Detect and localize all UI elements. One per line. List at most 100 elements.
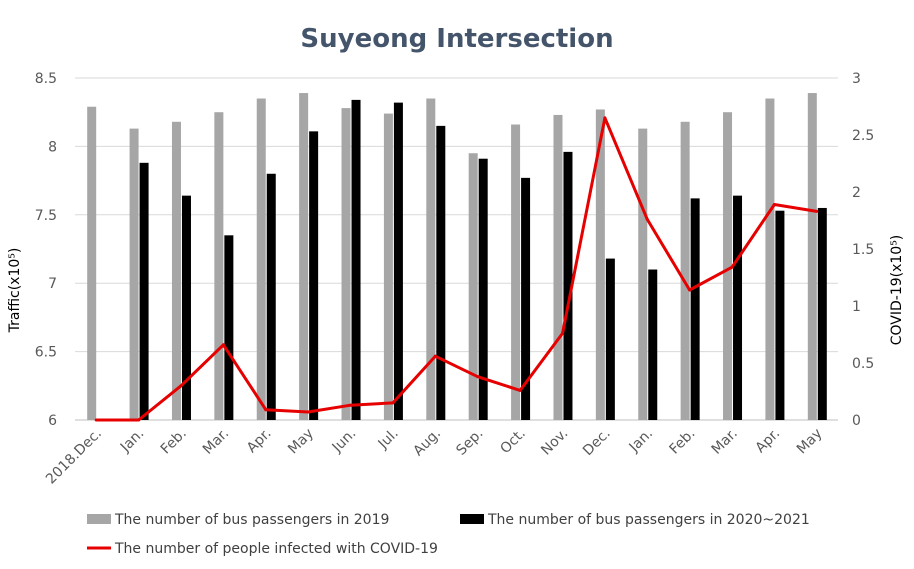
right-axis-ticks: 0 0.5 1 1.5 2 2.5 3 [852,71,874,429]
bar-2019 [511,124,521,421]
y-right-tick-label: 1.5 [852,242,874,258]
x-tick-label: Feb. [158,426,190,458]
y-right-tick-label: 0 [852,413,861,429]
y-left-tick-label: 8.5 [35,71,57,87]
bar-2019 [807,93,817,420]
y-right-tick-label: 1 [852,299,861,315]
bar-2020-2021 [393,102,403,421]
x-tick-label: Jul. [375,426,402,453]
x-tick-label: Aug. [410,426,444,460]
chart-title: Suyeong Intersection [300,24,613,54]
covid-point [688,288,692,292]
bar-2019 [723,112,733,420]
bar-2019 [171,121,181,420]
bar-2019 [595,109,605,421]
bar-2019 [129,128,139,420]
covid-point [221,343,225,347]
legend-swatch-2019 [87,514,111,524]
bar-2020-2021 [563,151,573,420]
y-left-tick-label: 8 [48,139,57,155]
covid-point [730,265,734,269]
bar-2020-2021 [648,269,658,420]
covid-point [645,217,649,221]
x-tick-label: Oct. [497,426,529,458]
bar-2020-2021 [224,235,234,420]
bars [87,93,827,421]
covid-point [349,403,353,407]
legend-label-covid: The number of people infected with COVID… [114,541,438,557]
bar-2020-2021 [139,162,149,421]
covid-point [433,354,437,358]
x-tick-label: May [285,426,317,458]
y-left-tick-label: 6 [48,413,57,429]
x-tick-label: Jan. [626,426,656,456]
bar-2019 [553,114,563,420]
bar-2019 [638,128,648,420]
bar-2020-2021 [478,158,488,420]
bar-2020-2021 [817,207,827,420]
x-tick-label: Jan. [117,426,147,456]
bar-2020-2021 [605,258,615,420]
bar-2019 [765,98,775,421]
covid-point [518,388,522,392]
covid-point [560,331,564,335]
y-right-tick-label: 2.5 [852,128,874,144]
bar-2019 [299,93,309,420]
x-tick-label: Sep. [453,426,486,459]
y-right-axis-label: COVID-19(x10⁵) [889,235,905,346]
bar-2020-2021 [775,210,785,420]
y-right-tick-label: 2 [852,185,861,201]
bar-2020-2021 [733,195,743,420]
x-tick-label: Mar. [200,426,232,458]
covid-line [94,116,819,422]
bar-2020-2021 [181,195,191,420]
gridlines [75,77,838,421]
bar-2019 [256,98,266,421]
bar-2019 [341,108,351,420]
bar-2019 [87,106,97,420]
y-left-tick-label: 7 [48,276,57,292]
bar-2020-2021 [521,177,531,420]
bar-2019 [468,153,478,421]
x-tick-label: 2018.Dec. [43,426,105,488]
covid-point [815,209,819,213]
x-axis-ticks: 2018.Dec. Jan. Feb. Mar. Apr. May Jun. Jul. Aug.… [43,426,826,488]
covid-point [391,401,395,405]
x-tick-label: Dec. [580,426,614,460]
y-left-tick-label: 7.5 [35,208,57,224]
bar-2019 [214,112,224,420]
covid-point [603,116,607,120]
covid-point [772,203,776,207]
legend: The number of bus passengers in 2019 The … [87,512,810,557]
legend-label-2019: The number of bus passengers in 2019 [114,512,389,528]
covid-point [137,418,141,422]
covid-point [306,410,310,414]
x-tick-label: May [794,426,826,458]
y-left-tick-label: 6.5 [35,345,57,361]
bar-2019 [426,98,436,421]
y-left-axis-label: Traffic(x10⁵) [7,248,23,334]
covid-point [264,408,268,412]
y-right-tick-label: 3 [852,71,861,87]
x-tick-label: Apr. [753,426,784,457]
x-tick-label: Jun. [329,426,360,457]
bar-2019 [680,121,690,420]
y-right-tick-label: 0.5 [852,356,874,372]
covid-series-line [96,116,818,422]
x-tick-label: Feb. [666,426,698,458]
bar-2020-2021 [351,99,361,420]
bar-2019 [383,113,393,421]
left-axis-ticks: 6 6.5 7 7.5 8 8.5 [35,71,57,429]
legend-swatch-2020-2021 [460,514,484,524]
covid-point [476,375,480,379]
x-tick-label: Mar. [709,426,741,458]
bar-2020-2021 [266,173,276,420]
legend-label-2020-2021: The number of bus passengers in 2020~202… [487,512,810,528]
bar-2020-2021 [309,131,319,421]
x-tick-label: Apr. [244,426,275,457]
x-tick-label: Nov. [538,426,571,459]
bar-2020-2021 [690,198,700,420]
covid-point [179,384,183,388]
bar-2020-2021 [436,125,446,420]
